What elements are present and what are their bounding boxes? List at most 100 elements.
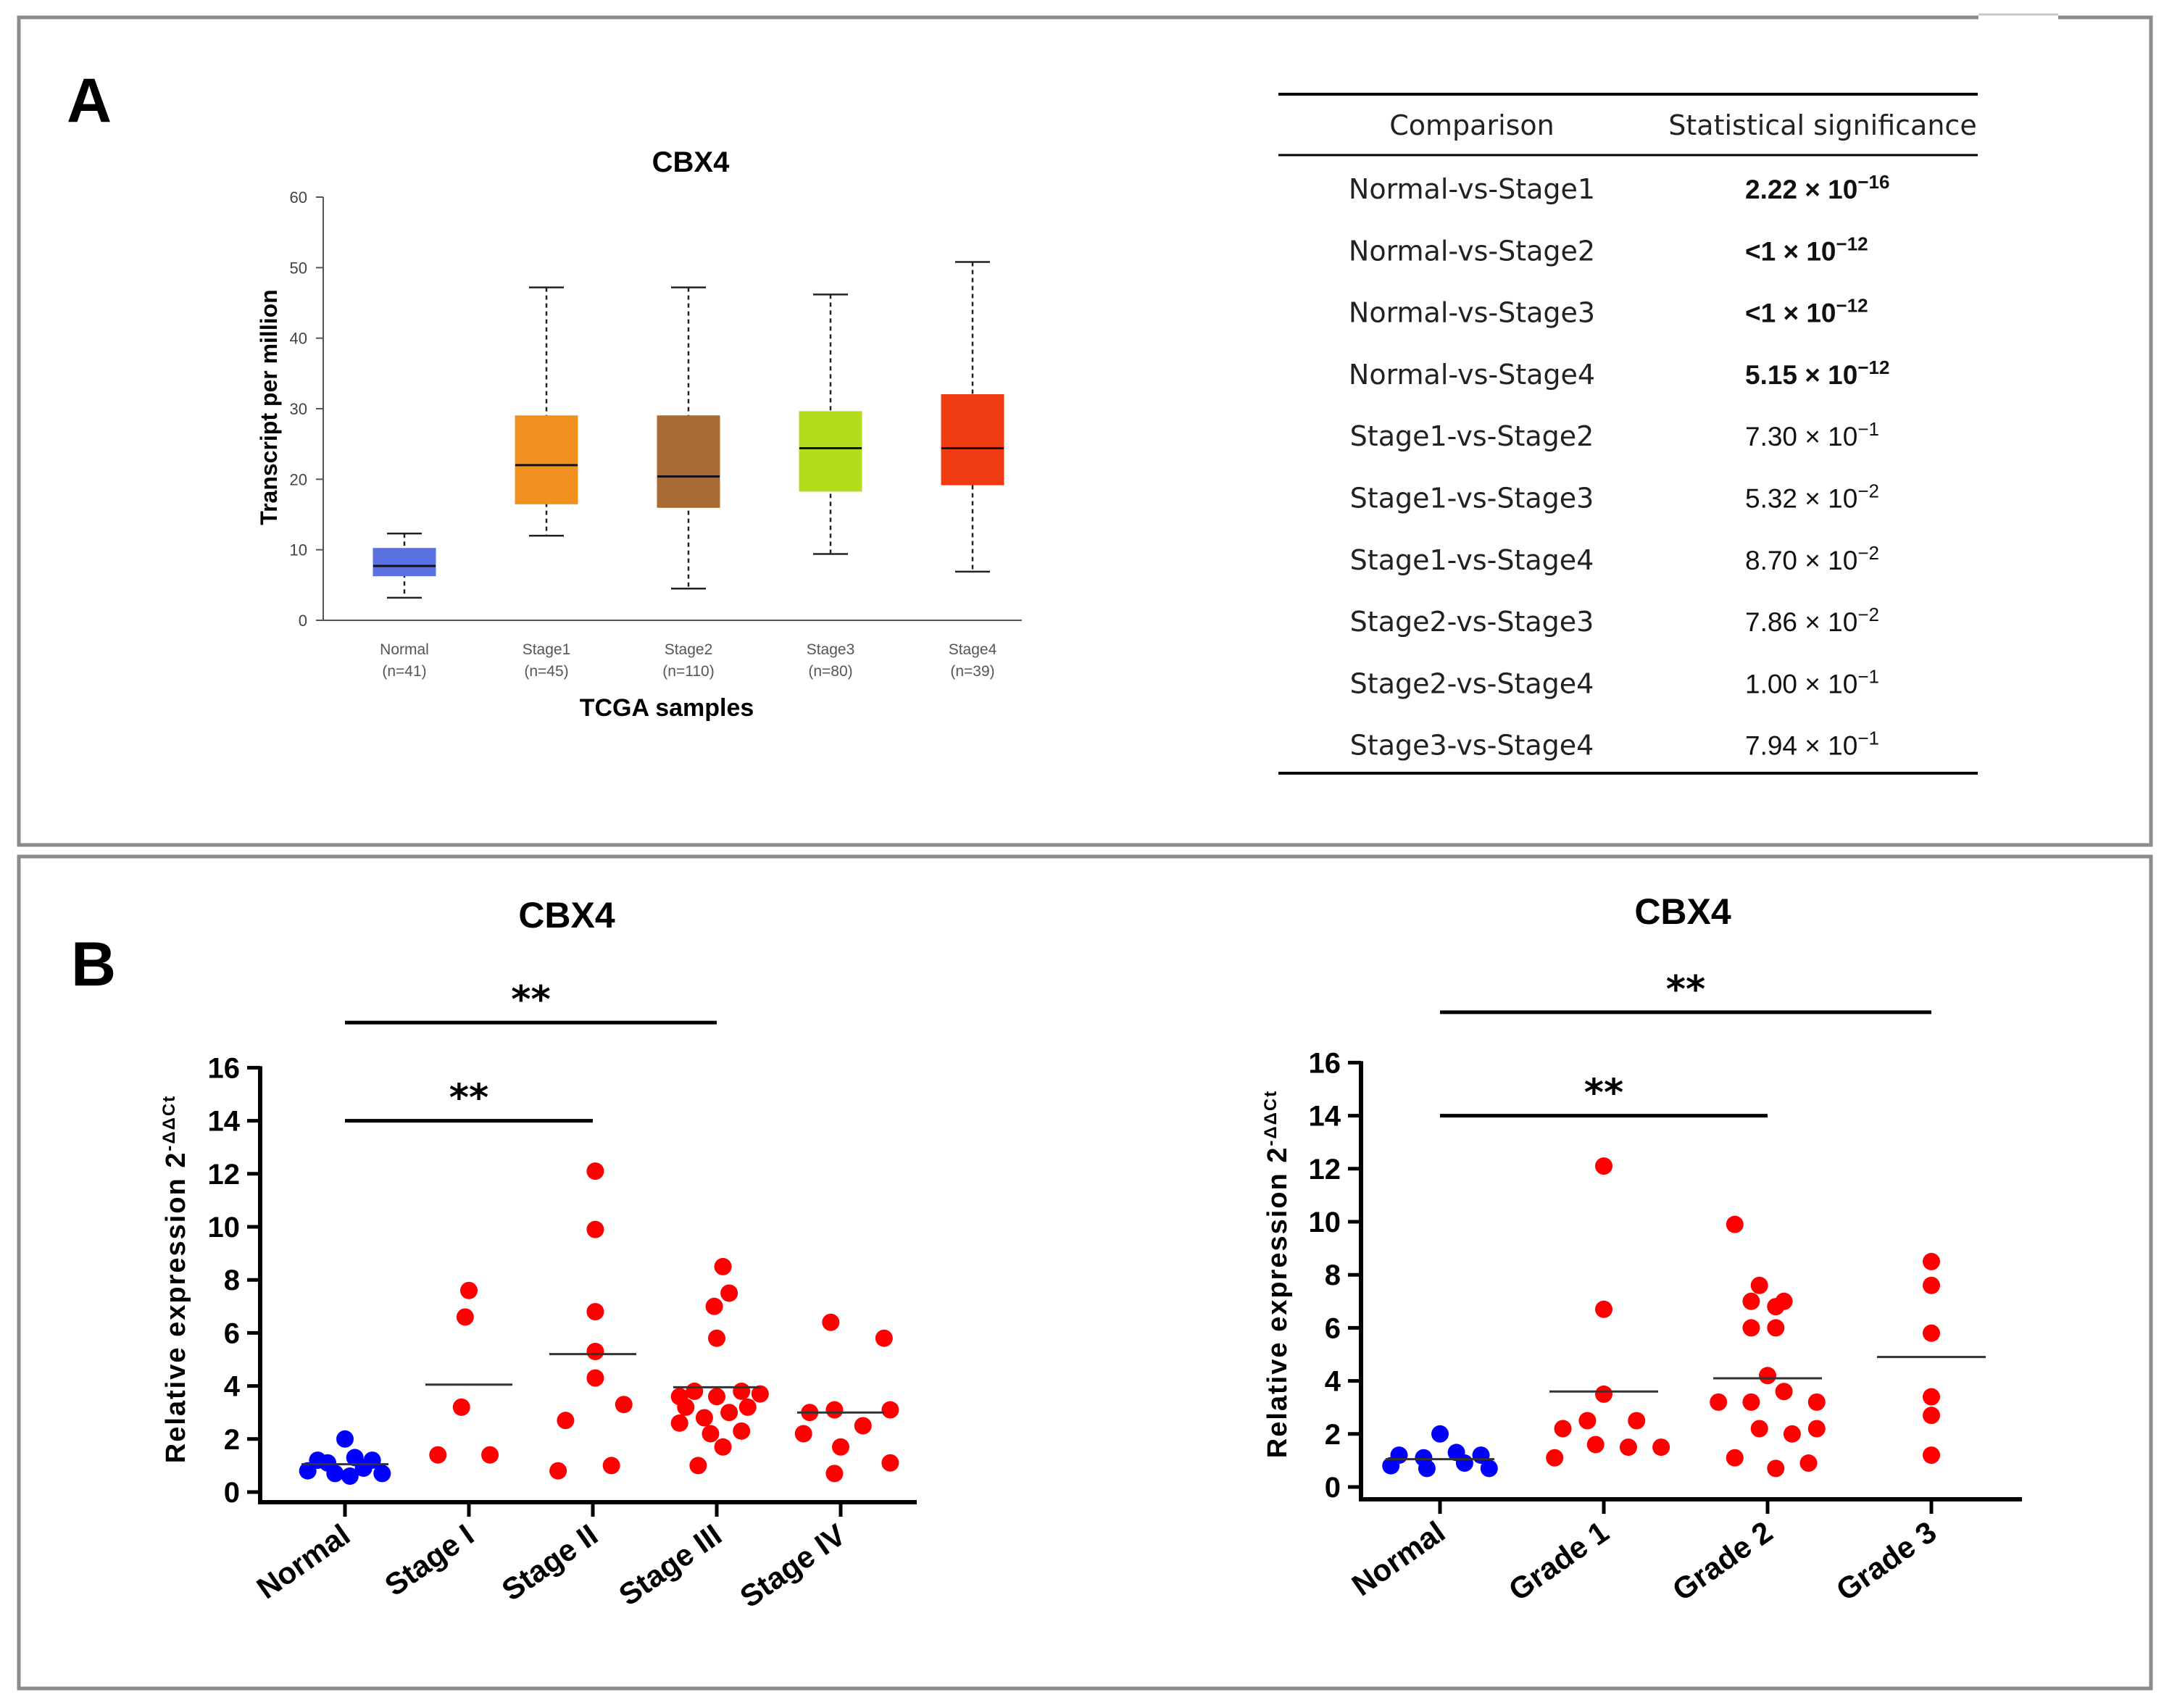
scatter-y-tick-label: 4: [1325, 1366, 1341, 1398]
scatter-point: [1799, 1454, 1818, 1472]
table-cell-comparison: Stage2-vs-Stage3: [1350, 606, 1594, 638]
boxplot-category-label: Stage3: [807, 641, 855, 658]
scatter-point: [702, 1425, 720, 1443]
boxplot-y-tick-label: 10: [290, 541, 307, 559]
table-cell-pvalue: 8.70 × 10−2: [1745, 542, 1879, 575]
scatter-point: [738, 1398, 757, 1416]
boxplot-y-tick-label: 0: [299, 612, 307, 630]
scatter-point: [1750, 1276, 1768, 1294]
scatter-y-tick-label: 6: [1325, 1312, 1341, 1344]
boxplot-n-label: (n=110): [662, 663, 714, 680]
significance-stars: **: [1584, 1072, 1623, 1115]
scatter-point: [854, 1417, 872, 1435]
scatter-y-tick-label: 10: [208, 1212, 241, 1243]
scatter-y-label: Relative expression 2-ΔΔCt: [159, 1095, 191, 1463]
scatter-chart-stage: CBX4 0 2 4 6 8 10 12 14 16 Relative expression 2-Δ…: [159, 895, 917, 1614]
scatter-point: [1595, 1300, 1612, 1318]
scatter-point: [733, 1382, 751, 1400]
scatter-point: [1595, 1157, 1612, 1175]
table-cell-pvalue: 1.00 × 10−1: [1745, 665, 1879, 699]
scatter-point: [1652, 1438, 1670, 1457]
scatter-point: [1923, 1407, 1940, 1425]
scatter-point: [689, 1457, 707, 1475]
boxplot-y-tick-label: 60: [290, 188, 307, 207]
table-cell-comparison: Stage3-vs-Stage4: [1350, 730, 1594, 762]
scatter-y-tick-label: 16: [208, 1052, 241, 1084]
panel-a-frame: [17, 15, 2153, 847]
stats-table: Comparison Statistical significance Norm…: [1278, 93, 1978, 775]
scatter-point: [326, 1465, 344, 1483]
boxplot-y-label: Transcript per million: [256, 289, 282, 525]
table-cell-pvalue: 5.15 × 10−12: [1745, 357, 1889, 390]
table-header-comparison: Comparison: [1389, 109, 1555, 141]
scatter-point: [1923, 1446, 1940, 1465]
boxplot-box-stage1: [515, 415, 578, 504]
scatter-point: [720, 1284, 738, 1302]
table-cell-comparison: Stage1-vs-Stage3: [1350, 483, 1594, 515]
boxplot-box-stage3: [799, 411, 862, 492]
scatter-point: [586, 1369, 604, 1387]
scatter-chart-grade: CBX4 0 2 4 6 8 10 12 14 16 Relative expression 2-Δ…: [1261, 891, 2022, 1607]
scatter-point: [1554, 1420, 1572, 1438]
scatter-point: [695, 1409, 713, 1427]
boxplot-y-tick-label: 20: [290, 470, 307, 488]
scatter-point: [1767, 1319, 1785, 1337]
table-cell-pvalue: 2.22 × 10−16: [1745, 171, 1889, 204]
scatter-point: [751, 1385, 769, 1403]
scatter-point: [460, 1281, 478, 1299]
scatter-y-tick-label: 2: [1325, 1419, 1341, 1451]
scatter-point: [1750, 1420, 1768, 1438]
scatter-point: [822, 1313, 840, 1331]
table-cell-comparison: Stage2-vs-Stage4: [1350, 667, 1594, 699]
boxplot-category-label: Stage4: [949, 641, 997, 658]
scatter-point: [1923, 1388, 1940, 1406]
scatter-point: [825, 1401, 844, 1419]
scatter-point: [832, 1438, 849, 1456]
boxplot-box-stage4: [941, 394, 1004, 486]
scatter-y-tick-label: 0: [224, 1477, 240, 1509]
scatter-point: [1480, 1459, 1498, 1478]
scatter-point: [429, 1446, 447, 1464]
scatter-point: [1923, 1252, 1940, 1270]
scatter-y-label: Relative expression 2-ΔΔCt: [1261, 1090, 1293, 1458]
scatter-point: [1546, 1449, 1564, 1467]
boxplot-n-label: (n=80): [808, 663, 852, 680]
scatter-category-label: Normal: [1346, 1515, 1451, 1602]
scatter-point: [1807, 1393, 1826, 1411]
scatter-point: [586, 1220, 604, 1238]
boxplot-chart: CBX4 Transcript per million TCGA samples…: [256, 146, 1022, 722]
scatter-point: [1586, 1436, 1605, 1454]
boxplot-y-tick-label: 40: [290, 330, 307, 348]
scatter-y-tick-label: 8: [224, 1265, 240, 1296]
table-cell-pvalue: <1 × 10−12: [1745, 233, 1868, 266]
table-cell-comparison: Stage1-vs-Stage2: [1350, 420, 1594, 452]
scatter-point: [1742, 1292, 1760, 1310]
scatter-y-tick-label: 12: [208, 1159, 241, 1191]
boxplot-title: CBX4: [652, 146, 730, 178]
scatter-title: CBX4: [518, 895, 615, 936]
table-cell-comparison: Stage1-vs-Stage4: [1350, 544, 1594, 576]
scatter-point: [708, 1329, 725, 1347]
scatter-point: [481, 1446, 499, 1464]
scatter-point: [1382, 1457, 1400, 1475]
table-cell-comparison: Normal-vs-Stage3: [1349, 297, 1595, 329]
scatter-y-tick-label: 4: [224, 1371, 241, 1403]
scatter-point: [733, 1422, 751, 1440]
scatter-category-label: Stage III: [612, 1517, 728, 1612]
scatter-point: [1807, 1420, 1826, 1438]
scatter-point: [705, 1297, 723, 1315]
scatter-point: [1726, 1215, 1744, 1233]
scatter-point: [1783, 1425, 1801, 1443]
scatter-point: [881, 1401, 899, 1419]
boxplot-n-label: (n=45): [524, 663, 568, 680]
scatter-point: [1742, 1393, 1760, 1411]
scatter-point: [1726, 1449, 1744, 1467]
scatter-point: [615, 1396, 633, 1414]
scatter-point: [1418, 1459, 1436, 1478]
boxplot-box-stage2: [657, 415, 720, 508]
scatter-category-label: Normal: [251, 1517, 356, 1605]
scatter-point: [1710, 1393, 1728, 1411]
scatter-point: [670, 1414, 688, 1432]
scatter-point: [1767, 1298, 1785, 1316]
boxplot-category-label: Normal: [380, 641, 429, 658]
